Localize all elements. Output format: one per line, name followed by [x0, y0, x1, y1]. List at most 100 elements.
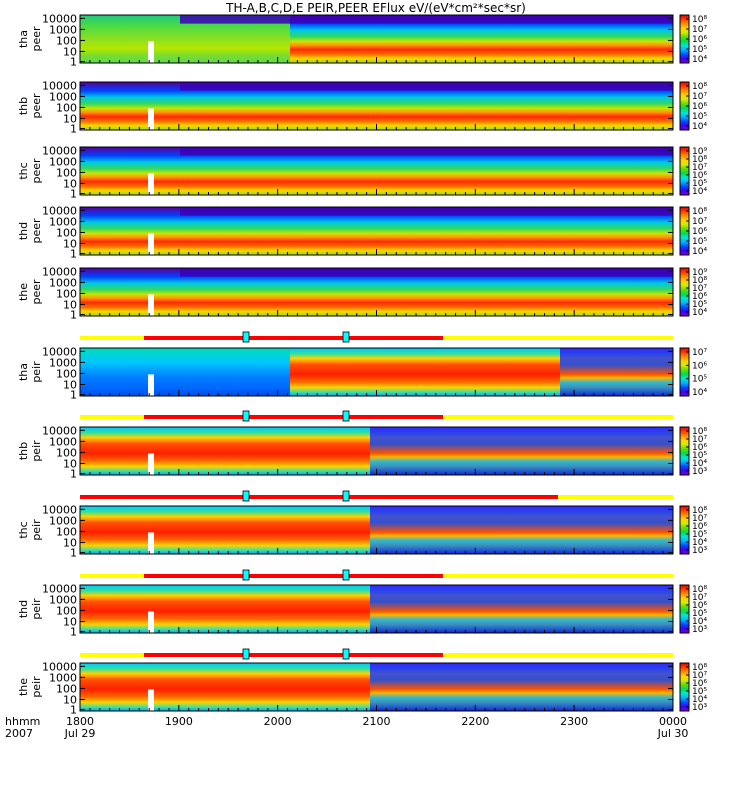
mode-bar-thb: [80, 410, 673, 422]
spectrogram-quiet-interval: [560, 348, 673, 396]
data-gap: [148, 108, 154, 130]
y-tick-label: 10: [63, 112, 77, 125]
y-tick-label: 10000: [42, 660, 77, 673]
panel-product-label: peir: [30, 598, 43, 620]
y-tick-label: 10: [63, 298, 77, 311]
colorbar-tick-label: 10⁶: [692, 102, 707, 112]
colorbar-tick-label: 10⁴: [692, 187, 707, 197]
noise-band: [180, 268, 673, 277]
y-tick-label: 1000: [49, 435, 77, 448]
colorbar-tick-label: 10⁴: [692, 388, 707, 398]
y-tick-label: 1000: [49, 593, 77, 606]
y-tick-label: 100: [56, 101, 77, 114]
colorbar-tick-label: 10⁵: [692, 687, 707, 697]
colorbar-tick-label: 10³: [692, 703, 707, 713]
colorbar-tick-label: 10⁵: [692, 237, 707, 247]
panel-probe-label: the: [17, 678, 30, 696]
colorbar-tick-label: 10⁶: [692, 292, 707, 302]
panel-probe-label: thc: [17, 162, 30, 179]
x-tick-label: 2300: [560, 715, 588, 728]
y-tick-label: 1000: [49, 23, 77, 36]
colorbar-tick-label: 10⁷: [692, 163, 707, 173]
y-tick-label: 10: [63, 457, 77, 470]
y-tick-label: 1: [70, 626, 77, 639]
colorbar-tick-label: 10⁵: [692, 179, 707, 189]
panel-probe-label: thd: [17, 600, 30, 618]
y-tick-label: 10000: [42, 345, 77, 358]
colorbar-tick-label: 10⁴: [692, 308, 707, 318]
colorbar-tick-label: 10⁵: [692, 375, 707, 385]
y-tick-label: 1000: [49, 356, 77, 369]
colorbar-tick-label: 10⁶: [692, 171, 707, 181]
mode-bar-burst-marker: [342, 648, 350, 660]
x-tick-label: 1900: [165, 715, 193, 728]
colorbar-tick-label: 10⁵: [692, 300, 707, 310]
colorbar-tick-label: 10⁵: [692, 530, 707, 540]
colorbar-tick-label: 10⁴: [692, 55, 707, 65]
panel-product-label: peer: [30, 218, 43, 244]
spectrogram-quiet-interval: [370, 663, 673, 711]
colorbar-tick-label: 10⁸: [692, 506, 707, 516]
panel-probe-label: tha: [17, 30, 30, 48]
colorbar-tick-label: 10⁶: [692, 361, 707, 371]
colorbar-tick-label: 10⁶: [692, 679, 707, 689]
y-tick-label: 10000: [42, 424, 77, 437]
colorbar-tick-label: 10⁴: [692, 247, 707, 257]
x-end-date: Jul 30: [657, 727, 689, 740]
x-tick-label: 2000: [264, 715, 292, 728]
figure-title: TH-A,B,C,D,E PEIR,PEER EFlux eV/(eV*cm²*…: [225, 1, 526, 15]
mode-bar-fast: [144, 653, 443, 657]
colorbar-tick-label: 10³: [692, 625, 707, 635]
colorbar-tick-label: 10⁶: [692, 443, 707, 453]
y-tick-label: 10000: [42, 144, 77, 157]
colorbar-gradient: [679, 662, 690, 712]
panel-product-label: peir: [30, 519, 43, 541]
panel-probe-label: the: [17, 283, 30, 301]
mode-bar-fast: [80, 495, 558, 499]
panel-product-label: peir: [30, 361, 43, 383]
panel-product-label: peer: [30, 279, 43, 305]
colorbar-gradient: [679, 267, 690, 317]
mode-bar-burst-marker: [242, 490, 250, 502]
y-tick-label: 10: [63, 237, 77, 250]
noise-band: [180, 82, 673, 91]
data-gap: [148, 374, 154, 396]
colorbar-tha-peir: 10⁷ 10⁶ 10⁵ 10⁴: [679, 347, 707, 398]
y-tick-label: 1: [70, 389, 77, 402]
panel-probe-label: thb: [17, 442, 30, 460]
y-tick-label: 100: [56, 367, 77, 380]
y-tick-label: 10: [63, 615, 77, 628]
y-tick-label: 10: [63, 693, 77, 706]
panel-probe-label: thc: [17, 521, 30, 538]
colorbar-tick-label: 10⁴: [692, 617, 707, 627]
colorbar-gradient: [679, 426, 690, 476]
y-tick-label: 100: [56, 34, 77, 47]
mode-bar-burst-marker: [342, 410, 350, 422]
x-axis-year: 2007: [5, 727, 33, 740]
noise-band: [180, 15, 673, 24]
mode-bar-burst-marker: [242, 331, 250, 343]
mode-bar-tha: [80, 331, 673, 343]
colorbar-tick-label: 10⁷: [692, 25, 707, 35]
y-tick-label: 10000: [42, 503, 77, 516]
colorbar-tick-label: 10⁸: [692, 207, 707, 217]
x-tick-label: 2100: [363, 715, 391, 728]
mode-bar-burst-marker: [242, 569, 250, 581]
spectrogram-quiet-interval: [370, 506, 673, 554]
colorbar-tick-label: 10⁷: [692, 284, 707, 294]
panel-product-label: peer: [30, 26, 43, 52]
panel-product-label: peir: [30, 440, 43, 462]
y-tick-label: 1000: [49, 90, 77, 103]
